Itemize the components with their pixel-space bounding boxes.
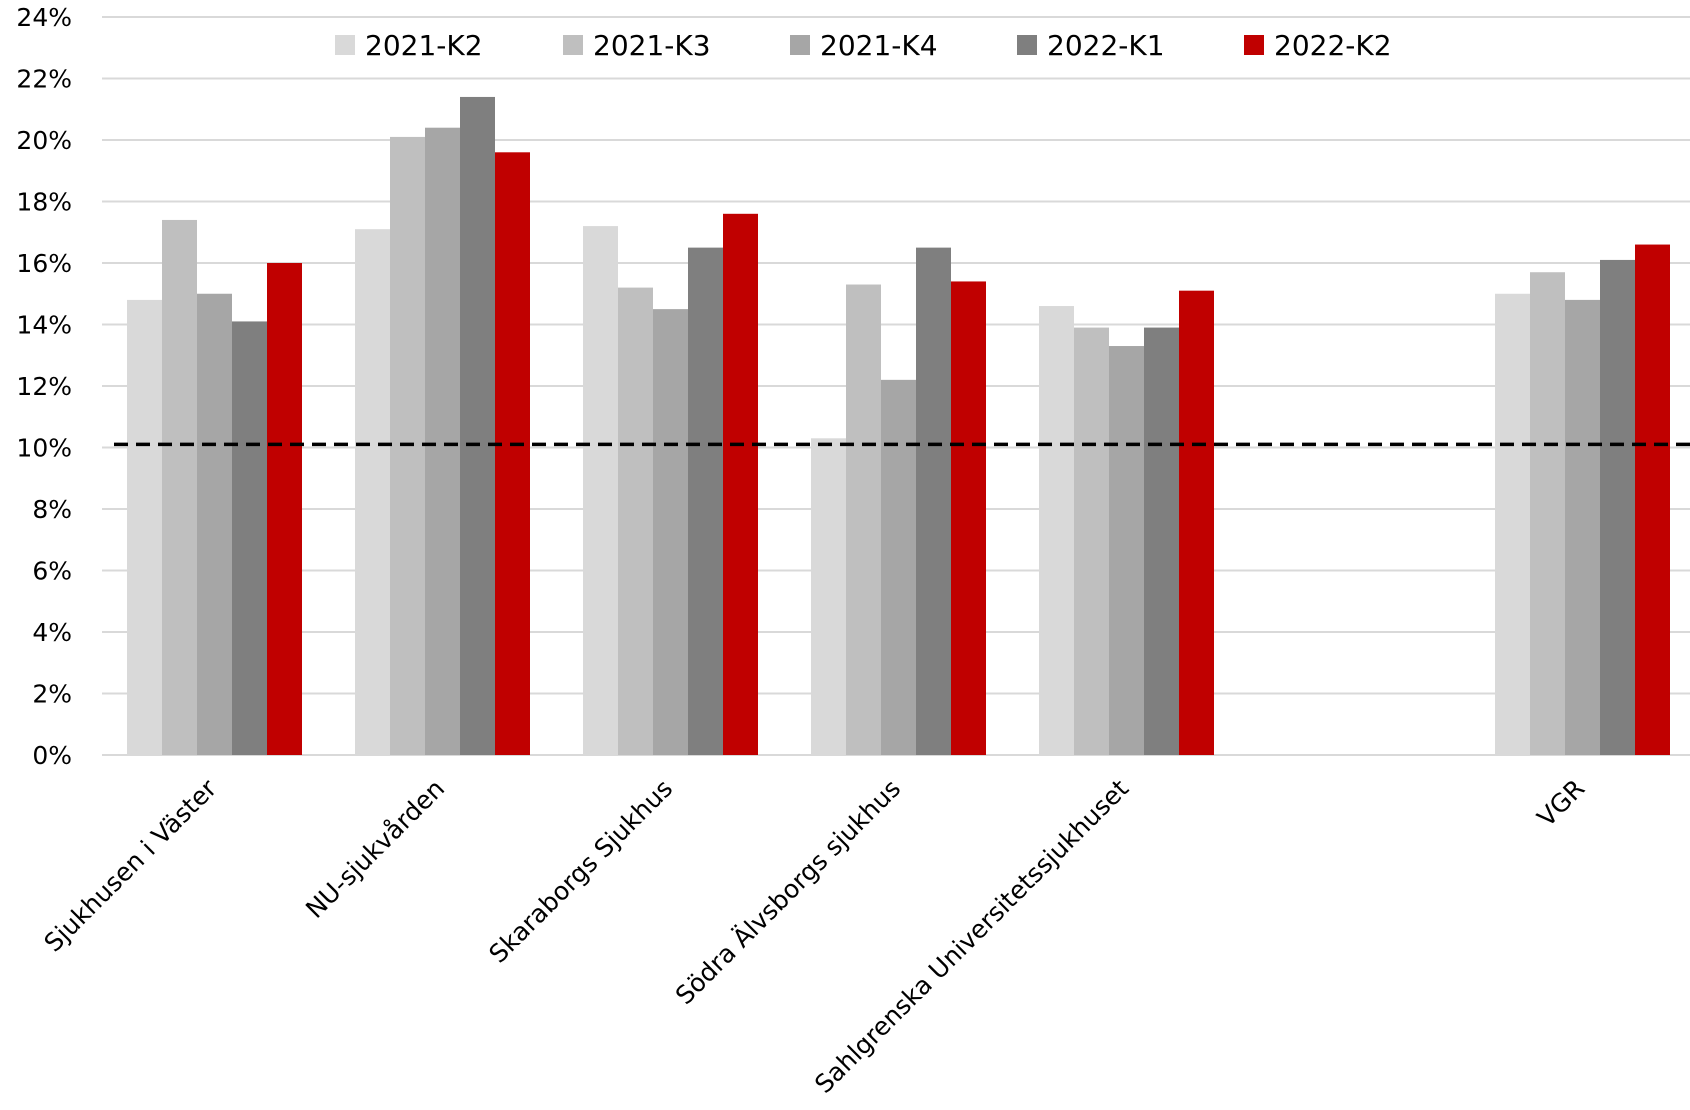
x-axis-categories: Sjukhusen i Väster NU-sjukvården Skaraborg… <box>38 773 1590 1099</box>
legend: 2021-K2 2021-K3 2021-K4 2022-K1 2022-K2 <box>335 29 1392 62</box>
y-tick-label: 0% <box>32 741 72 770</box>
bar <box>232 321 267 755</box>
bar <box>1144 327 1179 755</box>
y-tick-label: 12% <box>16 372 72 401</box>
bar <box>881 379 916 755</box>
bar <box>1495 293 1530 755</box>
y-axis-ticks: 0% 2% 4% 6% 8% 10% 12% 14% 16% 18% 20% 22% 24% <box>16 3 72 770</box>
bar <box>811 438 846 755</box>
y-tick-label: 2% <box>32 680 72 709</box>
bar <box>846 284 881 755</box>
bar <box>1530 272 1565 755</box>
bar <box>653 309 688 755</box>
bar <box>618 287 653 755</box>
bar <box>723 213 758 756</box>
y-tick-label: 20% <box>16 126 72 155</box>
y-tick-label: 16% <box>16 249 72 278</box>
y-tick-label: 24% <box>16 3 72 32</box>
category-label: VGR <box>1532 774 1591 833</box>
bar <box>355 229 390 756</box>
y-tick-label: 4% <box>32 618 72 647</box>
bar <box>1179 290 1214 755</box>
legend-swatch <box>1244 35 1264 55</box>
y-tick-label: 22% <box>16 65 72 94</box>
y-tick-label: 6% <box>32 557 72 586</box>
bar <box>1635 244 1670 756</box>
legend-swatch <box>335 35 355 55</box>
legend-label: 2021-K2 <box>365 29 483 62</box>
bar <box>688 247 723 755</box>
y-tick-label: 18% <box>16 188 72 217</box>
legend-label: 2021-K3 <box>593 29 711 62</box>
y-tick-label: 8% <box>32 495 72 524</box>
legend-label: 2022-K2 <box>1274 29 1392 62</box>
bar <box>1109 346 1144 755</box>
bar <box>460 96 495 755</box>
bar <box>951 281 986 755</box>
bar <box>267 263 302 755</box>
category-label: Skaraborgs Sjukhus <box>483 774 678 969</box>
y-tick-label: 14% <box>16 311 72 340</box>
legend-swatch <box>563 35 583 55</box>
legend-swatch <box>1017 35 1037 55</box>
bars <box>127 96 1670 756</box>
legend-label: 2022-K1 <box>1047 29 1165 62</box>
bar <box>425 127 460 755</box>
bar <box>495 152 530 756</box>
category-label: Södra Älvsborgs sjukhus <box>670 774 906 1010</box>
bar <box>197 293 232 755</box>
legend-swatch <box>790 35 810 55</box>
bar <box>916 247 951 755</box>
y-tick-label: 10% <box>16 434 72 463</box>
bar <box>1074 327 1109 755</box>
category-label: NU-sjukvården <box>300 774 450 924</box>
category-label: Sjukhusen i Väster <box>38 773 222 957</box>
bar <box>1039 306 1074 755</box>
bar <box>162 219 197 755</box>
bar <box>583 226 618 756</box>
bar <box>1600 259 1635 755</box>
bar <box>127 299 162 755</box>
bar <box>1565 299 1600 755</box>
legend-label: 2021-K4 <box>820 29 938 62</box>
